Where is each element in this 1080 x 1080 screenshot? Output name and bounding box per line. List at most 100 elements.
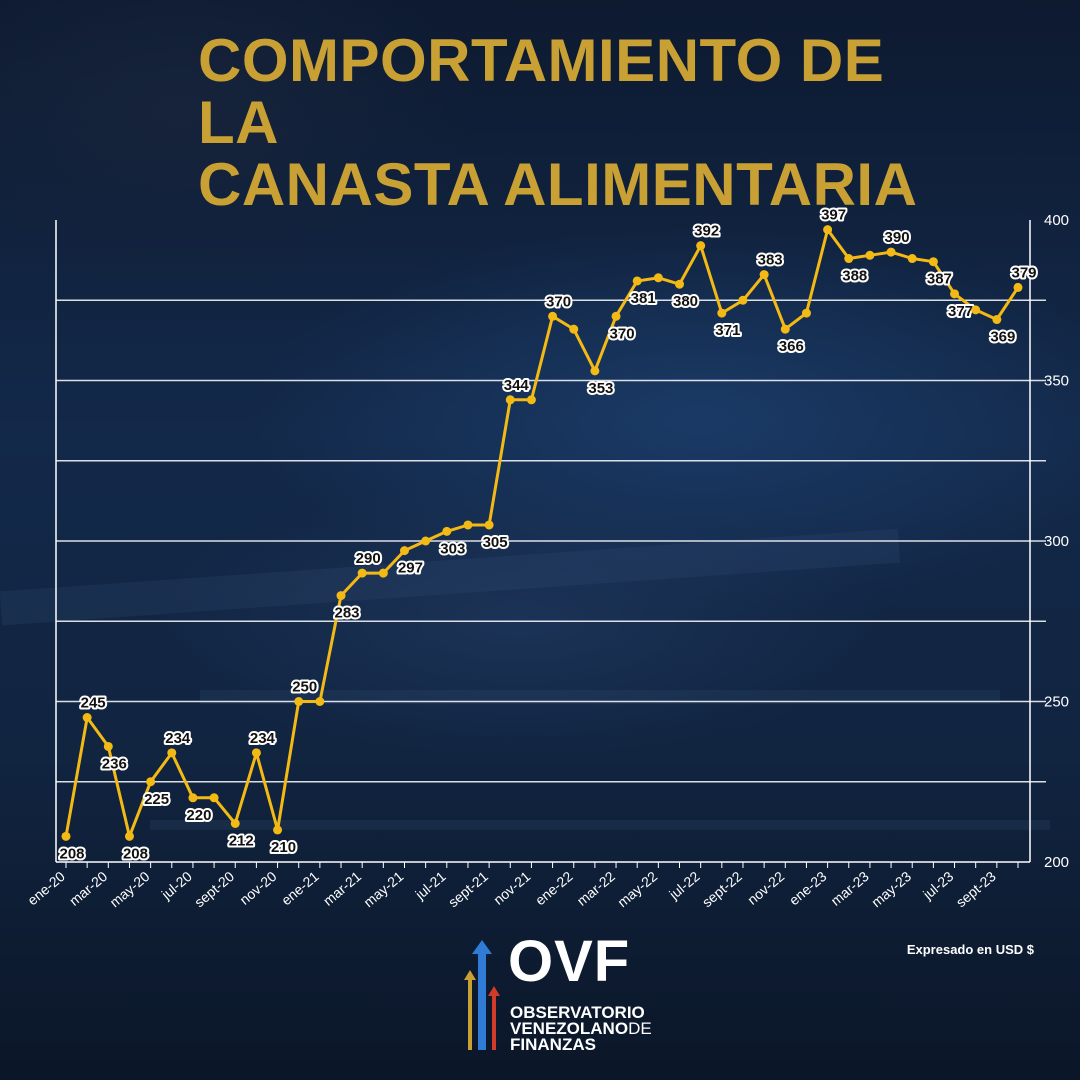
unit-note: Expresado en USD $ (906, 942, 1034, 957)
data-point (378, 568, 388, 578)
data-label: 250 (292, 679, 317, 696)
data-point (801, 308, 811, 318)
data-point (548, 311, 558, 321)
data-point (273, 825, 283, 835)
y-tick-label: 300 (1044, 533, 1069, 550)
data-point (759, 270, 769, 280)
x-tick-label: mar-20 (66, 868, 110, 909)
series-line (64, 228, 1020, 838)
data-label: 379 (1011, 264, 1036, 281)
data-point (294, 697, 304, 706)
x-tick-label: mar-22 (574, 868, 618, 909)
x-tick-label: ene-23 (786, 868, 830, 908)
brand-short: OVF (508, 929, 631, 994)
brand-line-3: FINANZAS (510, 1035, 596, 1054)
x-tick-label: mar-23 (828, 868, 872, 909)
x-tick-label: mar-21 (320, 868, 364, 909)
y-tick-label: 200 (1044, 854, 1069, 871)
data-label: 390 (885, 229, 910, 246)
x-tick-label: jul-21 (411, 868, 448, 903)
data-label: 225 (144, 791, 169, 808)
data-point (590, 366, 600, 376)
data-label: 397 (821, 207, 846, 224)
data-point (653, 273, 663, 283)
ovf-logo: OVF OBSERVATORIO VENEZOLANODE FINANZAS (462, 932, 672, 1060)
data-label: 344 (504, 377, 530, 394)
data-point (823, 225, 833, 235)
title-line-1: COMPORTAMIENTO DE LA (198, 27, 885, 156)
data-point (675, 279, 685, 289)
x-tick-label: jul-23 (919, 868, 956, 903)
brand-line-2: VENEZOLANODE (510, 1020, 652, 1037)
x-tick-label: sept-21 (445, 868, 491, 910)
x-tick-label: nov-20 (236, 868, 279, 908)
brand-line-2a: VENEZOLANO (510, 1019, 629, 1038)
data-point (611, 311, 621, 321)
data-point (717, 308, 727, 318)
background-cart-bar (200, 690, 1000, 704)
data-label: 371 (715, 322, 740, 339)
data-label: 383 (758, 252, 783, 269)
data-label: 366 (779, 338, 804, 355)
data-label: 297 (398, 560, 423, 577)
y-tick-label: 350 (1044, 373, 1069, 390)
x-tick-label: sept-20 (191, 868, 237, 910)
data-label: 234 (165, 730, 191, 747)
brand-line-1: OBSERVATORIO (510, 1003, 645, 1022)
data-label: 369 (990, 329, 1015, 346)
data-point (526, 395, 536, 405)
data-label: 380 (673, 293, 698, 310)
data-point (463, 520, 473, 530)
data-point (82, 713, 92, 723)
data-label: 290 (356, 550, 381, 567)
data-label: 387 (927, 271, 952, 288)
data-label: 353 (588, 380, 613, 397)
data-point (886, 247, 896, 257)
data-label: 370 (546, 293, 571, 310)
data-label: 236 (102, 755, 127, 772)
page-title: COMPORTAMIENTO DE LA CANASTA ALIMENTARIA (198, 30, 958, 216)
data-point (146, 777, 156, 787)
data-label: 377 (948, 303, 973, 320)
data-point (696, 241, 706, 251)
x-tick-label: jul-22 (665, 868, 702, 903)
data-label: 208 (123, 845, 148, 862)
data-point (336, 591, 346, 601)
data-point (569, 324, 579, 334)
data-label: 303 (440, 540, 465, 557)
data-point (399, 546, 409, 556)
x-tick-label: sept-22 (699, 868, 745, 910)
data-label: 388 (842, 268, 867, 285)
data-point (167, 748, 177, 758)
data-point (61, 831, 71, 841)
data-point (865, 250, 875, 260)
data-point (315, 697, 325, 706)
data-point (780, 324, 790, 334)
x-tick-label: may-20 (107, 868, 153, 910)
data-point (1013, 282, 1023, 292)
data-point (484, 520, 494, 530)
data-point (844, 254, 854, 264)
x-tick-label: may-21 (360, 868, 406, 910)
data-point (950, 289, 960, 299)
data-point (632, 276, 642, 286)
data-label: 234 (250, 730, 276, 747)
data-point (188, 793, 198, 803)
data-point (505, 395, 515, 405)
data-point (928, 257, 938, 267)
title-line-2: CANASTA ALIMENTARIA (198, 151, 918, 218)
data-label: 210 (271, 839, 296, 856)
x-tick-label: ene-21 (278, 868, 322, 908)
data-label: 245 (81, 695, 106, 712)
data-label: 305 (483, 534, 508, 551)
data-point (230, 818, 240, 828)
data-point (971, 305, 981, 315)
x-tick-label: ene-22 (532, 868, 576, 908)
data-point (738, 295, 748, 305)
data-label: 220 (186, 807, 211, 824)
brand-line-2b: DE (628, 1019, 652, 1038)
background-cart-bar (150, 820, 1050, 830)
data-label: 381 (631, 290, 656, 307)
